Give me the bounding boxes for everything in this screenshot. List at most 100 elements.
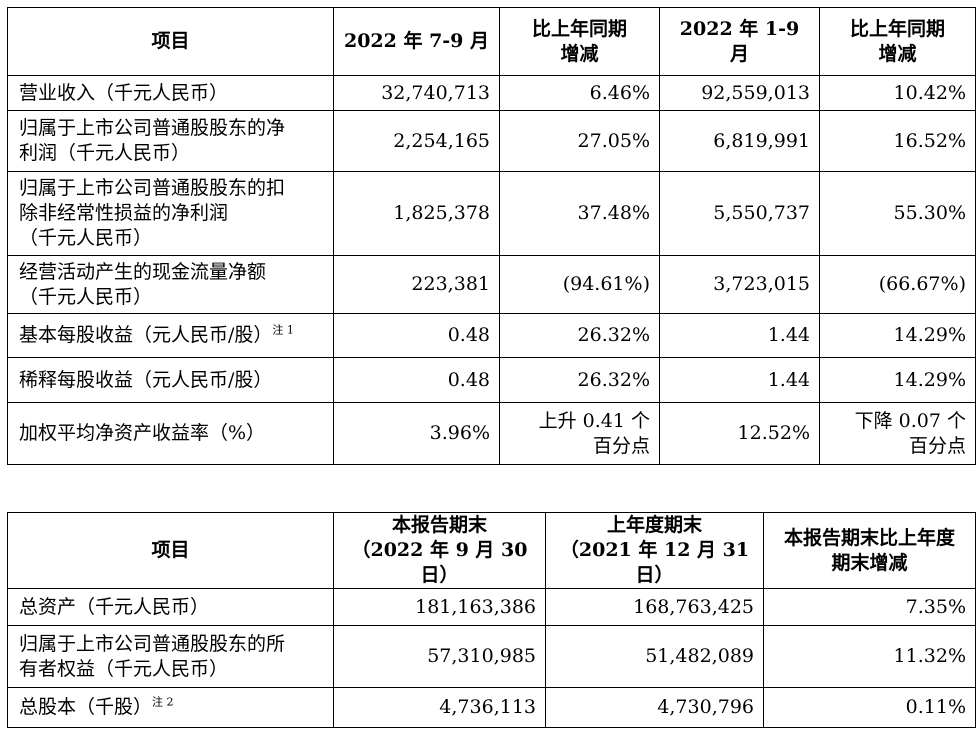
- value-text: 181,163,386: [415, 595, 536, 618]
- header-item: 项目: [7, 512, 334, 589]
- table-row: 营业收入（千元人民币） 32,740,713 6.46% 92,559,013 10.4…: [7, 75, 976, 111]
- q3-value: 1,825,378: [333, 171, 500, 256]
- q3-change: (94.61%): [499, 255, 660, 314]
- label-line: 总资产（千元人民币）: [19, 595, 210, 618]
- header-current-period-end: 本报告期末 （2022 年 9 月 30 日）: [333, 512, 546, 589]
- label-line: （千元人民币）: [19, 227, 153, 249]
- header-change: 本报告期末比上年度 期末增减: [763, 512, 976, 589]
- q3-value: 0.48: [333, 357, 500, 403]
- value-line: 55.30%: [893, 202, 966, 224]
- ytd-value: 1.44: [659, 313, 820, 358]
- q3-change: 26.32%: [499, 313, 660, 358]
- label-line: 稀释每股收益（元人民币/股）: [19, 368, 273, 391]
- table-row: 总股本（千股）注 2 4,736,113 4,730,796 0.11%: [7, 687, 976, 728]
- ytd-change: 55.30%: [819, 171, 976, 256]
- label-line: （千元人民币）: [19, 285, 153, 308]
- value-line: 14.29%: [893, 324, 966, 346]
- table-row: 基本每股收益（元人民币/股）注 1 0.48 26.32% 1.44 14.29%: [7, 313, 976, 358]
- ytd-value: 6,819,991: [659, 110, 820, 172]
- value-line: 16.52%: [893, 129, 966, 152]
- value-line: 6.46%: [589, 81, 650, 104]
- ytd-change: (66.67%): [819, 255, 976, 314]
- header-prior-year-end: 上年度期末 （2021 年 12 月 31 日）: [545, 512, 764, 589]
- value-line: 14.29%: [893, 368, 966, 391]
- q3-value: 223,381: [333, 255, 500, 314]
- header-q3: 2022 年 7-9 月: [333, 7, 500, 76]
- row-label: 经营活动产生的现金流量净额 （千元人民币）: [7, 255, 334, 314]
- prior-value: 4,730,796: [545, 687, 764, 728]
- value-line: 26.32%: [577, 368, 650, 391]
- change-value: 11.32%: [763, 625, 976, 688]
- value-text: 4,730,796: [657, 696, 754, 718]
- label-line: 归属于上市公司普通股股东的扣: [19, 177, 286, 199]
- q3-value: 3.96%: [333, 402, 500, 465]
- ytd-change: 14.29%: [819, 313, 976, 358]
- table-row: 归属于上市公司普通股股东的扣 除非经常性损益的净利润 （千元人民币） 1,825,37…: [7, 171, 976, 256]
- value-text: 5,550,737: [713, 202, 810, 224]
- footnote-marker: 注 2: [152, 695, 174, 709]
- current-value: 4,736,113: [333, 687, 546, 728]
- header-q3-change: 比上年同期 增减: [499, 7, 660, 76]
- label-line: 总股本（千股）注 2: [19, 695, 329, 720]
- value-line: 37.48%: [577, 202, 650, 224]
- current-value: 181,163,386: [333, 588, 546, 626]
- header-ytd-change: 比上年同期 增减: [819, 7, 976, 76]
- footnote-marker: 注 1: [272, 323, 294, 337]
- label-line: 除非经常性损益的净利润: [19, 202, 229, 224]
- row-label: 归属于上市公司普通股股东的净 利润（千元人民币）: [7, 110, 334, 172]
- header-ytd: 2022 年 1-9 月: [659, 7, 820, 76]
- value-text: 57,310,985: [427, 645, 536, 667]
- q3-change: 37.48%: [499, 171, 660, 256]
- value-text: 7.35%: [905, 595, 966, 618]
- quarterly-results-table: 项目 2022 年 7-9 月 比上年同期 增减 2022 年 1-9 月 比上年…: [7, 7, 976, 465]
- value-line: 百分点: [908, 434, 966, 457]
- q3-value: 2,254,165: [333, 110, 500, 172]
- table-row: 总资产（千元人民币） 181,163,386 168,763,425 7.35%: [7, 588, 976, 626]
- value-text: 0.48: [447, 324, 490, 346]
- value-text: 3,723,015: [713, 273, 810, 295]
- change-value: 0.11%: [763, 687, 976, 728]
- balance-sheet-table: 项目 本报告期末 （2022 年 9 月 30 日） 上年度期末 （2021 年 1…: [7, 512, 976, 728]
- ytd-value: 3,723,015: [659, 255, 820, 314]
- value-text: 2,254,165: [393, 129, 490, 152]
- prior-value: 168,763,425: [545, 588, 764, 626]
- table-row: 稀释每股收益（元人民币/股） 0.48 26.32% 1.44 14.29%: [7, 357, 976, 403]
- value-text: 6,819,991: [713, 129, 810, 152]
- value-line: 百分点: [592, 434, 650, 457]
- row-label: 归属于上市公司普通股股东的扣 除非经常性损益的净利润 （千元人民币）: [7, 171, 334, 256]
- value-text: 0.48: [447, 368, 490, 391]
- value-text: 1.44: [767, 324, 810, 346]
- ytd-value: 5,550,737: [659, 171, 820, 256]
- label-text: 基本每股收益（元人民币/股）: [19, 324, 273, 346]
- table-row: 归属于上市公司普通股股东的所 有者权益（千元人民币） 57,310,985 51,48…: [7, 625, 976, 688]
- ytd-value: 1.44: [659, 357, 820, 403]
- label-line: 有者权益（千元人民币）: [19, 657, 229, 680]
- value-line: 27.05%: [577, 129, 650, 152]
- value-text: 3.96%: [429, 422, 490, 444]
- value-line: 下降 0.07 个: [854, 409, 966, 432]
- q3-value: 32,740,713: [333, 75, 500, 111]
- current-value: 57,310,985: [333, 625, 546, 688]
- row-label: 总股本（千股）注 2: [7, 687, 334, 728]
- table-row: 加权平均净资产收益率（%） 3.96% 上升 0.41 个百分点 12.52% 下降 0…: [7, 402, 976, 465]
- q3-change: 26.32%: [499, 357, 660, 403]
- value-text: 51,482,089: [645, 645, 754, 667]
- ytd-value: 92,559,013: [659, 75, 820, 111]
- label-line: 营业收入（千元人民币）: [19, 81, 229, 104]
- value-line: 26.32%: [577, 324, 650, 346]
- value-text: 32,740,713: [381, 81, 490, 104]
- value-text: 168,763,425: [633, 595, 754, 618]
- value-text: 11.32%: [893, 645, 966, 667]
- row-label: 归属于上市公司普通股股东的所 有者权益（千元人民币）: [7, 625, 334, 688]
- ytd-change: 10.42%: [819, 75, 976, 111]
- prior-value: 51,482,089: [545, 625, 764, 688]
- table-header-row: 项目 2022 年 7-9 月 比上年同期 增减 2022 年 1-9 月 比上年…: [7, 7, 976, 76]
- table-row: 经营活动产生的现金流量净额 （千元人民币） 223,381 (94.61%) 3,723…: [7, 255, 976, 314]
- row-label: 基本每股收益（元人民币/股）注 1: [7, 313, 334, 358]
- value-line: 上升 0.41 个: [538, 409, 650, 432]
- label-line: 基本每股收益（元人民币/股）注 1: [19, 323, 329, 348]
- label-line: 归属于上市公司普通股股东的净: [19, 117, 286, 139]
- q3-change: 27.05%: [499, 110, 660, 172]
- label-line: 经营活动产生的现金流量净额: [19, 260, 267, 283]
- table-row: 归属于上市公司普通股股东的净 利润（千元人民币） 2,254,165 27.05% 6,…: [7, 110, 976, 172]
